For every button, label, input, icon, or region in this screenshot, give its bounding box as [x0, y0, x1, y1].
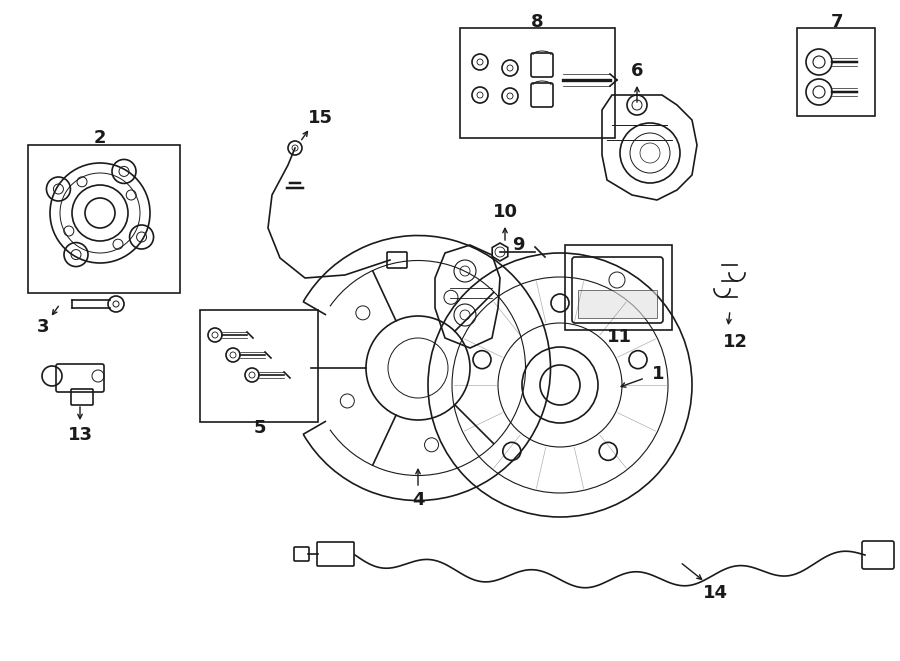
- Text: 8: 8: [531, 13, 544, 31]
- Text: 6: 6: [631, 62, 644, 80]
- Bar: [578, 290, 657, 318]
- Bar: [200, 310, 318, 422]
- Text: 10: 10: [492, 203, 517, 221]
- Bar: [460, 28, 615, 138]
- Text: 3: 3: [37, 318, 50, 336]
- Text: 9: 9: [512, 236, 524, 254]
- Text: 14: 14: [703, 584, 727, 602]
- Bar: [565, 245, 672, 330]
- Text: 12: 12: [723, 333, 748, 351]
- Bar: [797, 28, 875, 116]
- Text: 13: 13: [68, 426, 93, 444]
- Text: 15: 15: [308, 109, 332, 127]
- Text: 11: 11: [607, 328, 632, 346]
- Text: 2: 2: [94, 129, 106, 147]
- Text: 1: 1: [652, 365, 664, 383]
- Text: 4: 4: [412, 491, 424, 509]
- Text: 7: 7: [831, 13, 843, 31]
- Text: 5: 5: [254, 419, 266, 437]
- Bar: [28, 145, 180, 293]
